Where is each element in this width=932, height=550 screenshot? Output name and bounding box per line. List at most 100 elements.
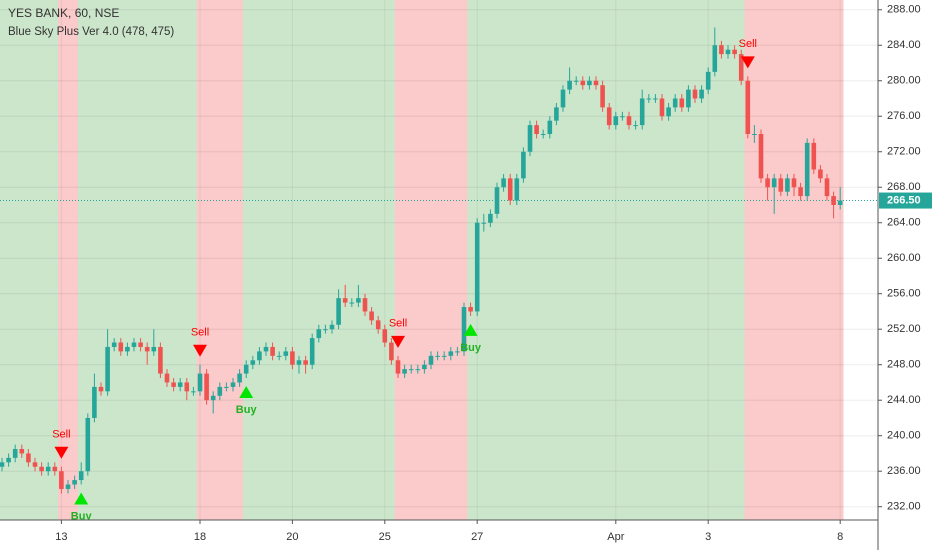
candle-body xyxy=(19,449,25,454)
candle-body xyxy=(798,187,803,197)
candle-body xyxy=(659,98,665,117)
candle-body xyxy=(402,369,407,374)
candle-body xyxy=(785,178,790,192)
candle-body xyxy=(105,346,110,392)
candle-body xyxy=(613,116,619,126)
candle-body xyxy=(606,107,612,126)
candle-body xyxy=(705,71,711,90)
y-axis-panel xyxy=(878,0,932,550)
sell-label: Sell xyxy=(389,318,407,330)
candle-body xyxy=(514,178,520,201)
y-tick-label: 276.00 xyxy=(887,110,921,122)
candle-body xyxy=(837,200,843,205)
candle-body xyxy=(356,298,361,303)
candle-body xyxy=(679,98,685,108)
candle-body xyxy=(712,45,718,72)
sell-marker xyxy=(740,56,755,69)
candle-body xyxy=(474,222,480,312)
candle-body xyxy=(758,133,764,179)
buy-label: Buy xyxy=(236,404,258,416)
candle-body xyxy=(725,49,731,55)
candle-body xyxy=(72,480,77,485)
candle-body xyxy=(375,320,381,330)
candle-body xyxy=(824,178,830,197)
candle-body xyxy=(217,386,223,396)
y-tick-label: 280.00 xyxy=(887,75,921,87)
candle-body xyxy=(0,462,5,467)
last-price-label: 266.50 xyxy=(887,194,921,206)
grid xyxy=(0,0,878,520)
candle-body xyxy=(59,471,64,489)
sell-label: Sell xyxy=(191,327,209,339)
x-tick-label: 8 xyxy=(837,531,843,543)
candle-body xyxy=(98,386,104,392)
candle-body xyxy=(666,107,671,117)
candle-body xyxy=(455,351,460,353)
x-tick-label: Apr xyxy=(607,531,624,543)
candle-body xyxy=(191,391,196,393)
y-tick-label: 272.00 xyxy=(887,146,921,158)
x-tick-label: 3 xyxy=(705,531,711,543)
candle-body xyxy=(85,417,91,472)
candle-body xyxy=(494,187,500,214)
candle-body xyxy=(283,351,289,356)
candle-body xyxy=(111,342,117,347)
candle-body xyxy=(771,178,777,188)
candle-body xyxy=(52,466,58,472)
candle-body xyxy=(580,80,586,86)
y-tick-label: 264.00 xyxy=(887,217,921,229)
candle-body xyxy=(587,80,592,86)
y-tick-label: 256.00 xyxy=(887,288,921,300)
candle-body xyxy=(422,364,427,370)
candle-body xyxy=(527,125,533,152)
buy-marker xyxy=(463,323,478,336)
candle-body xyxy=(296,360,302,365)
candle-body xyxy=(461,307,467,352)
candle-body xyxy=(547,120,553,134)
candle-body xyxy=(639,98,645,126)
sell-marker xyxy=(54,446,69,459)
candle-body xyxy=(408,369,414,371)
x-tick-label: 13 xyxy=(55,531,67,543)
candle-body xyxy=(12,449,18,458)
candle-body xyxy=(6,457,11,463)
candle-body xyxy=(448,351,454,356)
candle-body xyxy=(184,382,190,392)
candle-body xyxy=(415,369,421,371)
x-tick-label: 18 xyxy=(194,531,206,543)
candle-body xyxy=(323,329,328,331)
candle-body xyxy=(521,151,526,179)
candle-body xyxy=(501,178,506,188)
candle-body xyxy=(540,133,546,135)
candle-body xyxy=(600,85,605,108)
candle-body xyxy=(646,98,652,100)
sell-marker xyxy=(391,335,405,348)
zones xyxy=(0,0,844,520)
candle-body xyxy=(395,360,401,374)
candle-body xyxy=(204,373,209,401)
buy-marker xyxy=(74,492,89,505)
candle-body xyxy=(441,355,447,357)
candle-body xyxy=(488,213,493,223)
candle-body xyxy=(435,355,440,357)
candle-body xyxy=(290,351,295,365)
buy-label: Buy xyxy=(71,510,93,522)
candle-body xyxy=(158,346,163,374)
candle-body xyxy=(804,142,810,197)
candle-body xyxy=(620,116,625,118)
candle-body xyxy=(177,382,183,387)
candle-body xyxy=(309,338,315,365)
last-price-box xyxy=(879,192,932,209)
y-tick-label: 232.00 xyxy=(887,501,921,513)
sell-zone xyxy=(394,0,468,520)
candle-body xyxy=(131,342,137,347)
candle-body xyxy=(765,178,770,188)
y-tick-label: 240.00 xyxy=(887,430,921,442)
candle-body xyxy=(719,45,724,55)
y-tick-label: 236.00 xyxy=(887,465,921,477)
sell-label: Sell xyxy=(739,38,757,50)
candle-body xyxy=(732,49,737,55)
candle-body xyxy=(672,98,678,108)
candle-body xyxy=(316,329,322,339)
